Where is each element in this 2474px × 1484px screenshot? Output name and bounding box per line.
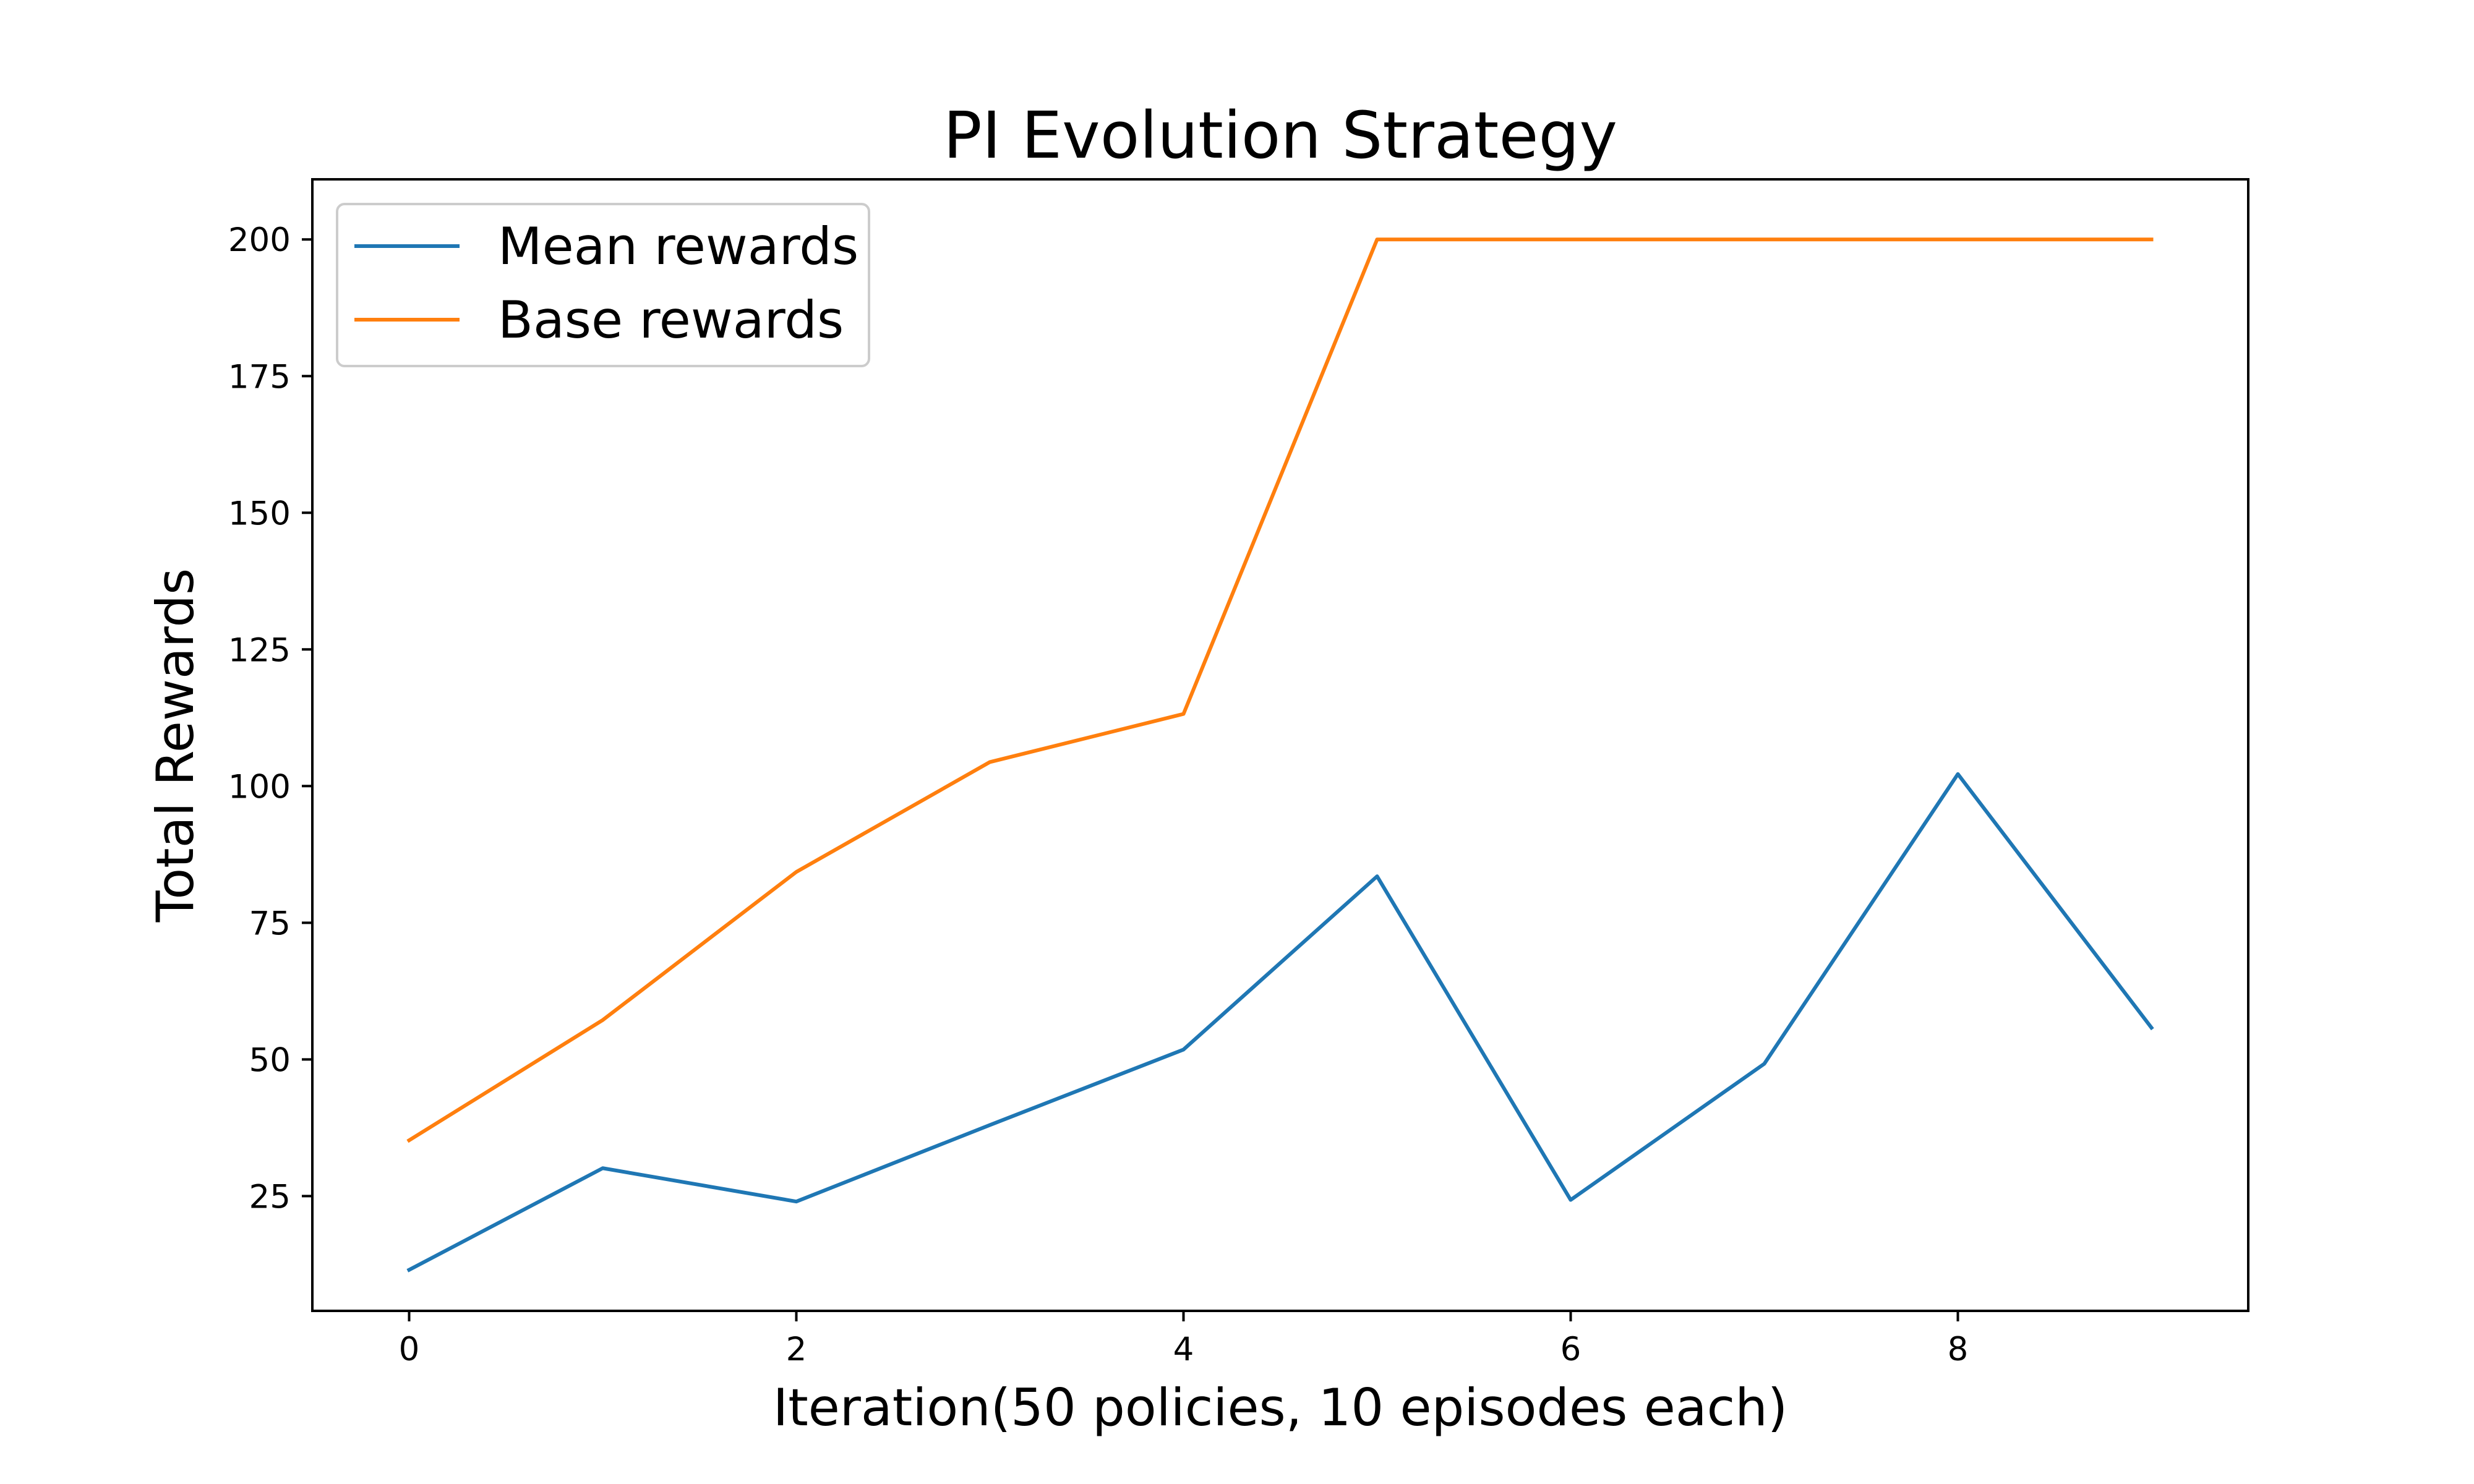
y-tick-label: 75	[249, 905, 291, 942]
y-tick-label: 125	[228, 631, 291, 669]
x-tick-label: 0	[399, 1331, 420, 1368]
series-line-mean-rewards	[406, 772, 2154, 1273]
series-line-base-rewards	[406, 237, 2154, 1143]
x-tick-label: 2	[786, 1331, 807, 1368]
x-axis: 0 2 4 6 8	[399, 1311, 1969, 1368]
chart-title: PI Evolution Strategy	[943, 98, 1617, 173]
y-tick-label: 200	[228, 221, 291, 259]
y-tick-label: 150	[228, 495, 291, 532]
y-tick-label: 50	[249, 1041, 291, 1079]
y-axis: 25 50 75 100 125 150 175 200	[228, 221, 312, 1216]
x-tick-label: 4	[1173, 1331, 1194, 1368]
legend-box	[336, 203, 870, 367]
y-tick-label: 100	[228, 768, 291, 806]
legend-label-base-rewards: Base rewards	[498, 290, 844, 350]
y-tick-label: 175	[228, 358, 291, 396]
y-tick-label: 25	[249, 1178, 291, 1216]
x-tick-label: 6	[1560, 1331, 1582, 1368]
legend-label-mean-rewards: Mean rewards	[498, 216, 858, 276]
x-tick-label: 8	[1948, 1331, 1969, 1368]
plot-area	[406, 237, 2154, 1273]
legend: Mean rewards Base rewards	[336, 203, 870, 367]
x-axis-label: Iteration(50 policies, 10 episodes each)	[773, 1378, 1788, 1438]
y-axis-label: Total Rewards	[145, 568, 205, 923]
plot-frame	[311, 178, 2249, 1312]
